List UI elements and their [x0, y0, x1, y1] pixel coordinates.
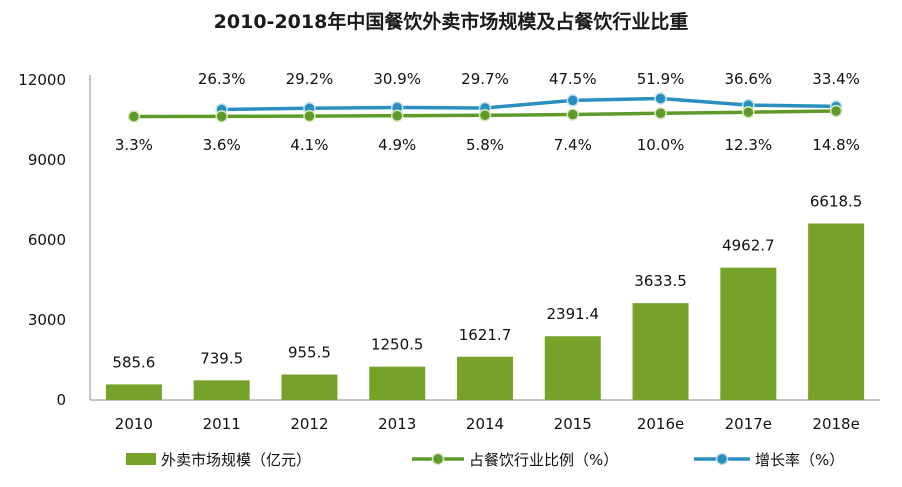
bar — [720, 267, 777, 400]
x-tick-label: 2015 — [554, 415, 592, 433]
bar-data-label: 955.5 — [288, 344, 331, 362]
share-point — [654, 107, 667, 120]
share-data-label: 4.9% — [378, 136, 416, 154]
bar — [544, 336, 601, 400]
growth-data-label: 36.6% — [725, 70, 773, 88]
x-axis: 2010 2011 2012 2013 2014 2015 2016e 2017e 2018e — [90, 399, 880, 433]
y-tick-label: 3000 — [28, 311, 66, 329]
growth-data-label: 29.2% — [286, 70, 334, 88]
bar — [193, 380, 250, 400]
y-axis: 0 3000 6000 9000 12000 — [18, 71, 91, 409]
x-tick-label: 2012 — [290, 415, 328, 433]
x-tick-label: 2013 — [378, 415, 416, 433]
share-point — [127, 110, 141, 123]
bar-data-label: 2391.4 — [547, 305, 600, 323]
bar — [632, 303, 689, 400]
legend-growth-marker — [715, 452, 729, 466]
bar-data-label: 4962.7 — [722, 237, 775, 255]
growth-point — [654, 92, 667, 105]
share-data-label: 3.6% — [203, 136, 241, 154]
x-tick-label: 2010 — [115, 415, 153, 433]
share-data-label: 14.8% — [812, 136, 860, 154]
legend-bar-swatch — [126, 453, 156, 465]
chart-title: 2010-2018年中国餐饮外卖市场规模及占餐饮行业比重 — [214, 10, 689, 33]
share-data-label: 7.4% — [554, 136, 592, 154]
share-data-label: 5.8% — [466, 136, 504, 154]
bar — [457, 356, 513, 400]
line-series: 26.3% 29.2% 30.9% 29.7% 47.5% 51.9% 36.6% 33.4%… — [115, 70, 860, 154]
x-tick-label: 2016e — [637, 415, 684, 433]
x-tick-label: 2014 — [466, 415, 504, 433]
y-tick-label: 6000 — [28, 231, 66, 249]
bar-data-label: 1250.5 — [371, 336, 424, 354]
growth-data-label: 26.3% — [198, 70, 246, 88]
growth-point — [566, 94, 580, 107]
legend-label: 增长率（%） — [755, 451, 844, 469]
share-point — [742, 105, 755, 119]
bar-series: 585.6 739.5 955.5 1250.5 1621.7 2391.4 3633.5 4… — [105, 193, 865, 400]
share-data-label: 3.3% — [115, 136, 153, 154]
legend: 外卖市场规模（亿元） 占餐饮行业比例（%） 增长率（%） — [126, 451, 844, 469]
growth-data-label: 51.9% — [637, 70, 685, 88]
bar — [281, 374, 338, 400]
bar-data-label: 6618.5 — [810, 193, 863, 211]
growth-data-label: 47.5% — [549, 70, 597, 88]
growth-data-label: 33.4% — [812, 70, 860, 88]
bar — [369, 366, 426, 400]
x-tick-label: 2011 — [203, 415, 241, 433]
legend-label: 外卖市场规模（亿元） — [161, 451, 311, 469]
share-data-label: 4.1% — [290, 136, 328, 154]
share-point — [478, 109, 492, 122]
growth-line — [221, 96, 837, 112]
bar — [105, 384, 162, 400]
bar-data-label: 739.5 — [200, 349, 243, 367]
share-point — [215, 110, 228, 123]
bar — [808, 223, 865, 400]
legend-share-marker — [431, 452, 445, 466]
bar-data-label: 3633.5 — [634, 272, 687, 290]
y-tick-label: 0 — [56, 391, 66, 409]
share-point — [566, 108, 580, 121]
y-tick-label: 9000 — [28, 151, 66, 169]
y-tick-label: 12000 — [18, 71, 66, 89]
share-point — [390, 109, 404, 122]
share-data-label: 12.3% — [725, 136, 773, 154]
share-data-label: 10.0% — [637, 136, 685, 154]
legend-label: 占餐饮行业比例（%） — [469, 451, 618, 469]
growth-data-label: 29.7% — [461, 70, 509, 88]
bar-data-label: 1621.7 — [459, 326, 512, 344]
bar-data-label: 585.6 — [112, 353, 155, 371]
share-point — [829, 104, 843, 118]
x-tick-label: 2018e — [812, 415, 859, 433]
share-point — [303, 109, 316, 123]
x-tick-label: 2017e — [725, 415, 772, 433]
growth-data-label: 30.9% — [373, 70, 421, 88]
